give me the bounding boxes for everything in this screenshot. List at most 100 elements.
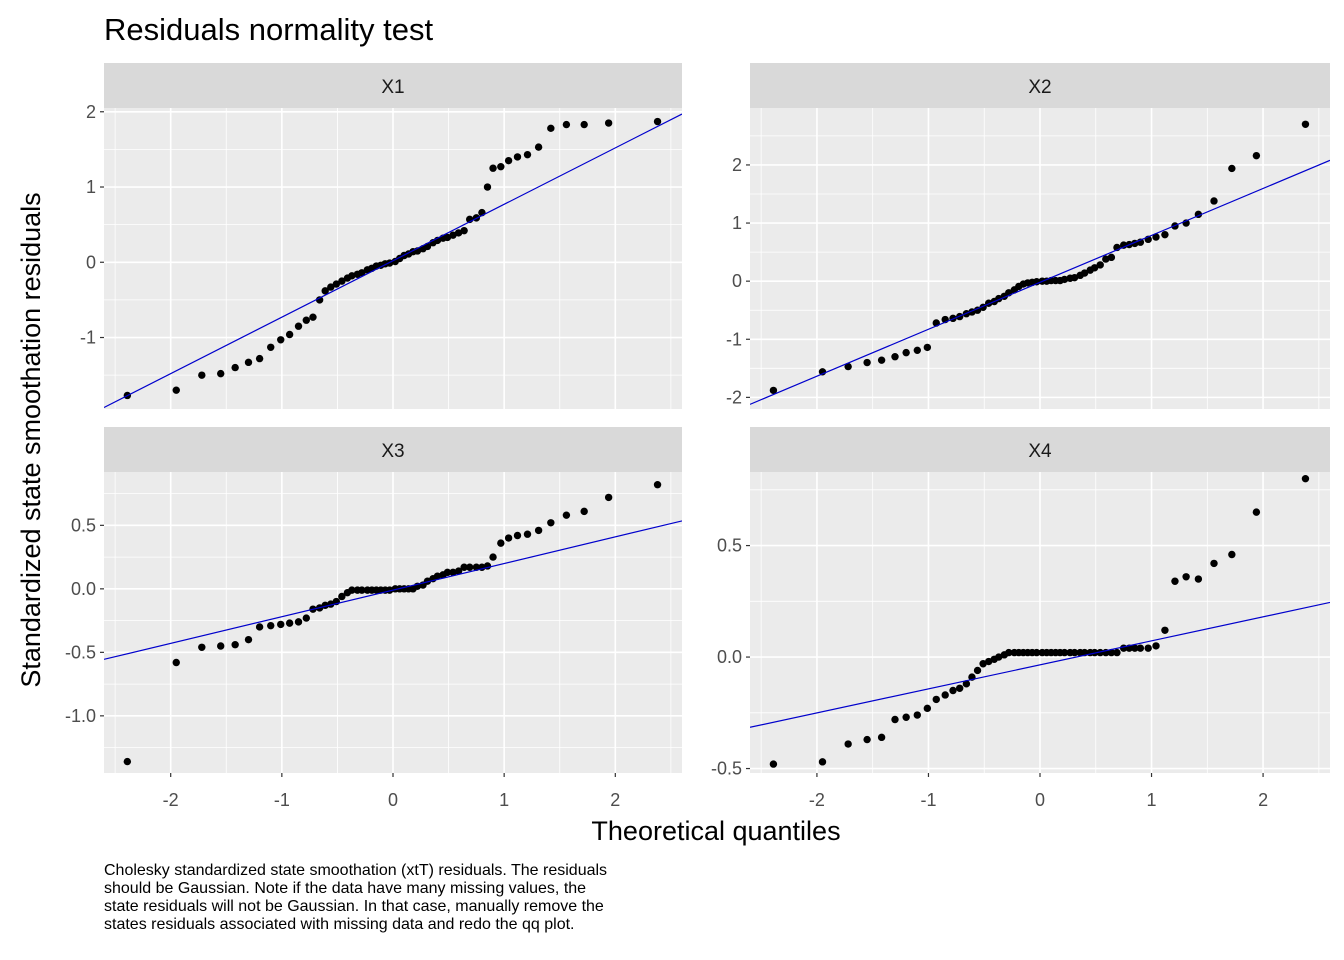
data-point bbox=[172, 386, 180, 394]
data-point bbox=[231, 641, 239, 649]
data-point bbox=[449, 568, 457, 577]
data-point bbox=[358, 586, 366, 594]
data-point bbox=[562, 120, 571, 129]
data-point bbox=[877, 733, 886, 742]
strip-label: X1 bbox=[381, 77, 404, 98]
panel-content bbox=[104, 481, 682, 766]
x-tick-label: -2 bbox=[809, 790, 825, 810]
data-point bbox=[580, 507, 588, 516]
reference-line bbox=[750, 601, 1330, 728]
data-point bbox=[580, 120, 588, 129]
data-point bbox=[348, 272, 356, 280]
data-point bbox=[1090, 264, 1099, 272]
data-point bbox=[1252, 508, 1261, 516]
data-point bbox=[1107, 648, 1116, 657]
caption-line: state residuals will not be Gaussian. In… bbox=[104, 898, 604, 915]
data-point bbox=[562, 511, 571, 519]
data-point bbox=[863, 735, 871, 744]
data-point bbox=[523, 150, 532, 159]
y-tick-label: 2 bbox=[86, 102, 96, 122]
data-point bbox=[443, 233, 452, 242]
caption: Cholesky standardized state smoothation … bbox=[104, 862, 744, 934]
data-point bbox=[454, 567, 463, 575]
data-point bbox=[1032, 648, 1041, 657]
data-point bbox=[604, 493, 613, 502]
data-point bbox=[923, 704, 932, 713]
data-point bbox=[1131, 644, 1139, 652]
y-tick-label: 1 bbox=[732, 213, 742, 233]
x-tick-label: -1 bbox=[920, 790, 936, 810]
data-point bbox=[1113, 648, 1121, 657]
data-point bbox=[923, 343, 932, 352]
data-point bbox=[844, 740, 852, 748]
data-point bbox=[1152, 233, 1160, 241]
x-tick-label: -1 bbox=[274, 790, 290, 810]
strip-label: X3 bbox=[381, 441, 404, 462]
data-point bbox=[902, 348, 910, 357]
x-tick-label: 1 bbox=[499, 790, 509, 810]
data-point bbox=[338, 277, 346, 285]
data-point bbox=[1096, 648, 1104, 657]
caption-line: should be Gaussian. Note if the data hav… bbox=[104, 880, 587, 897]
data-point bbox=[489, 164, 497, 172]
caption-line: states residuals associated with missing… bbox=[104, 916, 575, 933]
data-point bbox=[244, 635, 253, 644]
data-point bbox=[604, 119, 613, 127]
data-point bbox=[1005, 648, 1013, 657]
data-point bbox=[449, 231, 457, 239]
data-point bbox=[1152, 642, 1160, 650]
panel-x2: X2 -2 -1 0 1 2 bbox=[726, 63, 1330, 409]
data-point bbox=[255, 354, 264, 363]
y-tick-label: 0.5 bbox=[717, 536, 742, 556]
data-point bbox=[504, 156, 513, 165]
data-point bbox=[962, 680, 971, 688]
data-point bbox=[984, 657, 993, 666]
reference-line bbox=[104, 520, 682, 660]
data-point bbox=[1161, 230, 1169, 239]
y-tick-label: 1 bbox=[86, 177, 96, 197]
data-point bbox=[818, 758, 827, 766]
panel-content bbox=[750, 474, 1330, 768]
panel-x1: X1 -1 0 1 2 bbox=[80, 63, 682, 409]
data-point bbox=[1228, 550, 1236, 559]
data-point bbox=[941, 691, 949, 699]
data-point bbox=[1301, 474, 1310, 483]
data-point bbox=[653, 481, 662, 489]
data-point bbox=[231, 363, 239, 372]
data-point bbox=[1096, 261, 1104, 269]
strip-background bbox=[750, 427, 1330, 472]
x-tick-label: 0 bbox=[1035, 790, 1045, 810]
data-point bbox=[285, 330, 294, 339]
data-point bbox=[995, 653, 1003, 661]
y-tick-label: 0 bbox=[732, 271, 742, 291]
strip-background bbox=[104, 63, 682, 108]
data-point bbox=[294, 322, 303, 330]
data-point bbox=[1060, 275, 1069, 284]
strip-background bbox=[750, 63, 1330, 108]
data-point bbox=[433, 572, 442, 580]
panel-content bbox=[750, 120, 1330, 405]
data-point bbox=[769, 386, 778, 395]
data-point bbox=[523, 530, 532, 538]
data-point bbox=[465, 563, 474, 571]
data-point bbox=[277, 336, 285, 344]
data-point bbox=[454, 229, 463, 237]
data-point bbox=[302, 316, 310, 324]
data-point bbox=[1136, 644, 1145, 652]
data-point bbox=[949, 686, 957, 695]
data-point bbox=[547, 519, 555, 527]
data-point bbox=[309, 313, 317, 321]
x-tick-label: 2 bbox=[610, 790, 620, 810]
strip-label: X2 bbox=[1028, 77, 1051, 98]
data-point bbox=[1228, 164, 1236, 173]
data-point bbox=[460, 563, 468, 571]
data-point bbox=[483, 183, 492, 191]
data-point bbox=[547, 124, 555, 133]
data-point bbox=[1070, 273, 1079, 282]
strip-background bbox=[104, 427, 682, 472]
data-point bbox=[902, 713, 910, 721]
data-point bbox=[1144, 644, 1152, 652]
data-point bbox=[489, 553, 497, 561]
data-point bbox=[973, 666, 982, 675]
data-point bbox=[332, 280, 341, 288]
